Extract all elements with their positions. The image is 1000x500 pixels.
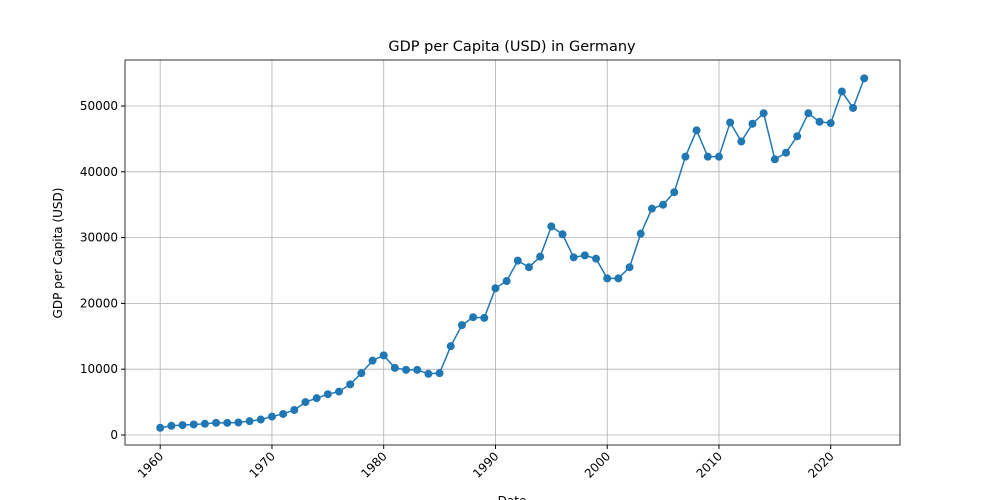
y-tick-label: 40000 xyxy=(80,165,118,179)
y-tick-label: 20000 xyxy=(80,296,118,310)
marker xyxy=(659,200,668,209)
marker xyxy=(636,229,645,238)
marker xyxy=(849,103,858,112)
marker xyxy=(223,418,232,427)
marker xyxy=(625,263,634,272)
marker xyxy=(491,284,500,293)
marker xyxy=(815,117,824,126)
marker xyxy=(279,409,288,418)
y-tick-label: 50000 xyxy=(80,99,118,113)
marker xyxy=(569,253,578,262)
marker xyxy=(156,423,165,432)
marker xyxy=(703,152,712,161)
chart-title: GDP per Capita (USD) in Germany xyxy=(388,39,636,55)
marker xyxy=(200,419,209,428)
line xyxy=(160,78,865,429)
marker xyxy=(714,152,723,161)
marker xyxy=(603,274,612,283)
marker xyxy=(782,148,791,157)
marker xyxy=(536,252,545,261)
marker xyxy=(178,421,187,430)
marker xyxy=(580,251,589,260)
marker xyxy=(212,418,221,427)
marker xyxy=(335,387,344,396)
marker xyxy=(469,313,478,322)
marker xyxy=(592,254,601,263)
marker xyxy=(413,365,422,374)
marker xyxy=(402,365,411,374)
marker xyxy=(770,155,779,164)
y-tick-label: 30000 xyxy=(80,231,118,245)
marker xyxy=(726,118,735,127)
marker xyxy=(793,132,802,141)
marker xyxy=(837,87,846,96)
marker xyxy=(524,263,533,272)
marker xyxy=(256,415,265,424)
marker xyxy=(737,137,746,146)
marker xyxy=(357,369,366,378)
y-axis-label: GDP per Capita (USD) xyxy=(51,188,65,319)
marker xyxy=(167,421,176,430)
marker xyxy=(647,204,656,213)
marker xyxy=(748,119,757,128)
marker xyxy=(826,119,835,128)
y-tick-label: 0 xyxy=(110,428,118,442)
marker xyxy=(435,369,444,378)
marker xyxy=(390,363,399,372)
marker xyxy=(558,230,567,239)
marker xyxy=(368,356,377,365)
marker xyxy=(189,420,198,429)
marker xyxy=(860,74,869,83)
marker xyxy=(424,369,433,378)
marker xyxy=(759,109,768,118)
marker xyxy=(547,222,556,231)
marker xyxy=(480,313,489,322)
marker xyxy=(290,405,299,414)
marker xyxy=(681,152,690,161)
marker xyxy=(457,321,466,330)
marker xyxy=(267,412,276,421)
marker xyxy=(446,342,455,351)
marker xyxy=(614,274,623,283)
marker xyxy=(379,351,388,360)
marker xyxy=(301,398,310,407)
marker xyxy=(502,277,511,286)
marker xyxy=(245,417,254,426)
marker xyxy=(513,256,522,265)
marker xyxy=(234,418,243,427)
marker xyxy=(312,394,321,403)
plot-frame xyxy=(124,59,901,446)
marker xyxy=(323,390,332,399)
y-tick-label: 10000 xyxy=(80,362,118,376)
marker xyxy=(346,380,355,389)
marker xyxy=(670,188,679,197)
marker xyxy=(692,126,701,135)
x-axis-label: Date xyxy=(498,494,527,500)
marker xyxy=(804,109,813,118)
